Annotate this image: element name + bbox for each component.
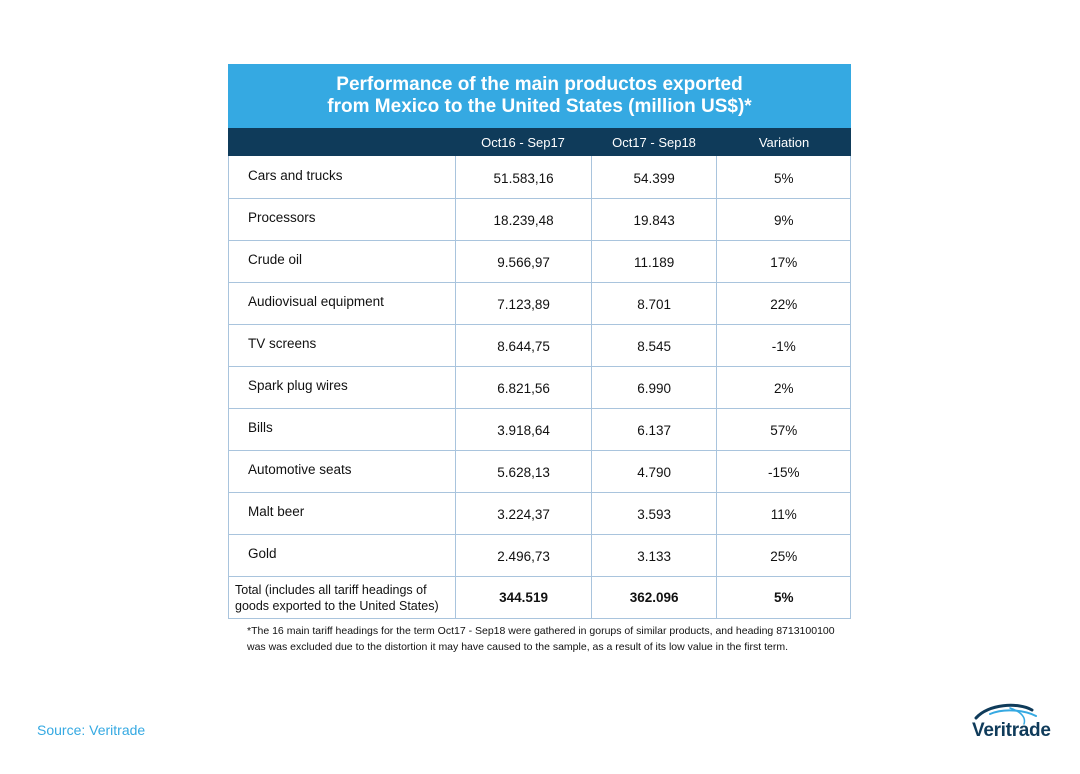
table-title: Performance of the main productos export… [228,64,851,128]
row-oct16-sep17: 51.583,16 [455,156,591,198]
row-oct17-sep18: 3.133 [590,535,717,576]
logo-swoosh-icon [974,703,1037,725]
veritrade-logo: Veritrade [970,702,1060,750]
table-row: Bills 3.918,64 6.137 57% [229,408,850,450]
table-row: Gold 2.496,73 3.133 25% [229,534,850,576]
row-oct16-sep17: 2.496,73 [455,535,591,576]
row-variation: -1% [716,325,850,366]
row-product: Gold [248,546,277,561]
total-oct17-sep18: 362.096 [590,577,717,618]
row-oct17-sep18: 6.137 [590,409,717,450]
table-title-line-2: from Mexico to the United States (millio… [327,96,752,117]
row-variation: 25% [716,535,850,576]
row-oct17-sep18: 6.990 [590,367,717,408]
table-row: TV screens 8.644,75 8.545 -1% [229,324,850,366]
table-row-total: Total (includes all tariff headings of g… [229,576,850,618]
row-oct16-sep17: 18.239,48 [455,199,591,240]
row-oct16-sep17: 7.123,89 [455,283,591,324]
row-oct17-sep18: 19.843 [590,199,717,240]
row-variation: 57% [716,409,850,450]
row-product: Bills [248,420,273,435]
row-oct16-sep17: 8.644,75 [455,325,591,366]
row-product: TV screens [248,336,317,351]
row-oct16-sep17: 9.566,97 [455,241,591,282]
table-title-line-1: Performance of the main productos export… [336,74,743,95]
header-oct16-sep17: Oct16 - Sep17 [481,134,565,150]
table-row: Crude oil 9.566,97 11.189 17% [229,240,850,282]
table-row: Spark plug wires 6.821,56 6.990 2% [229,366,850,408]
row-oct17-sep18: 8.545 [590,325,717,366]
export-table: Performance of the main productos export… [228,64,851,619]
row-variation: 22% [716,283,850,324]
row-oct17-sep18: 4.790 [590,451,717,492]
row-product: Spark plug wires [248,378,348,393]
row-product: Processors [248,210,316,225]
total-label-line-2: goods exported to the United States) [235,598,439,613]
row-oct17-sep18: 11.189 [590,241,717,282]
total-label-line-1: Total (includes all tariff headings of [235,582,427,597]
row-oct16-sep17: 3.224,37 [455,493,591,534]
row-variation: 9% [716,199,850,240]
table-row: Processors 18.239,48 19.843 9% [229,198,850,240]
row-oct16-sep17: 3.918,64 [455,409,591,450]
footnote: *The 16 main tariff headings for the ter… [247,625,835,653]
row-oct16-sep17: 5.628,13 [455,451,591,492]
table-header: Oct16 - Sep17 Oct17 - Sep18 Variation [228,128,851,156]
row-variation: -15% [716,451,850,492]
row-oct17-sep18: 8.701 [590,283,717,324]
total-label: Total (includes all tariff headings of g… [229,577,455,618]
source-label: Source: Veritrade [37,722,146,738]
row-oct17-sep18: 3.593 [590,493,717,534]
logo-text: Veritrade [972,720,1051,741]
table-row: Automotive seats 5.628,13 4.790 -15% [229,450,850,492]
table-body: Cars and trucks 51.583,16 54.399 5% Processo… [228,156,851,619]
row-variation: 5% [716,156,850,198]
table-row: Cars and trucks 51.583,16 54.399 5% [229,156,850,198]
row-product: Malt beer [248,504,305,519]
total-oct16-sep17: 344.519 [455,577,591,618]
row-variation: 2% [716,367,850,408]
table-row: Audiovisual equipment 7.123,89 8.701 22% [229,282,850,324]
row-product: Cars and trucks [248,167,343,183]
row-product: Audiovisual equipment [248,294,384,309]
row-variation: 17% [716,241,850,282]
row-oct16-sep17: 6.821,56 [455,367,591,408]
row-oct17-sep18: 54.399 [590,156,717,198]
header-oct17-sep18: Oct17 - Sep18 [612,134,696,150]
row-product: Crude oil [248,252,303,267]
total-variation: 5% [716,577,850,618]
row-product: Automotive seats [248,462,352,477]
row-variation: 11% [716,493,850,534]
header-variation: Variation [758,134,810,150]
table-row: Malt beer 3.224,37 3.593 11% [229,492,850,534]
